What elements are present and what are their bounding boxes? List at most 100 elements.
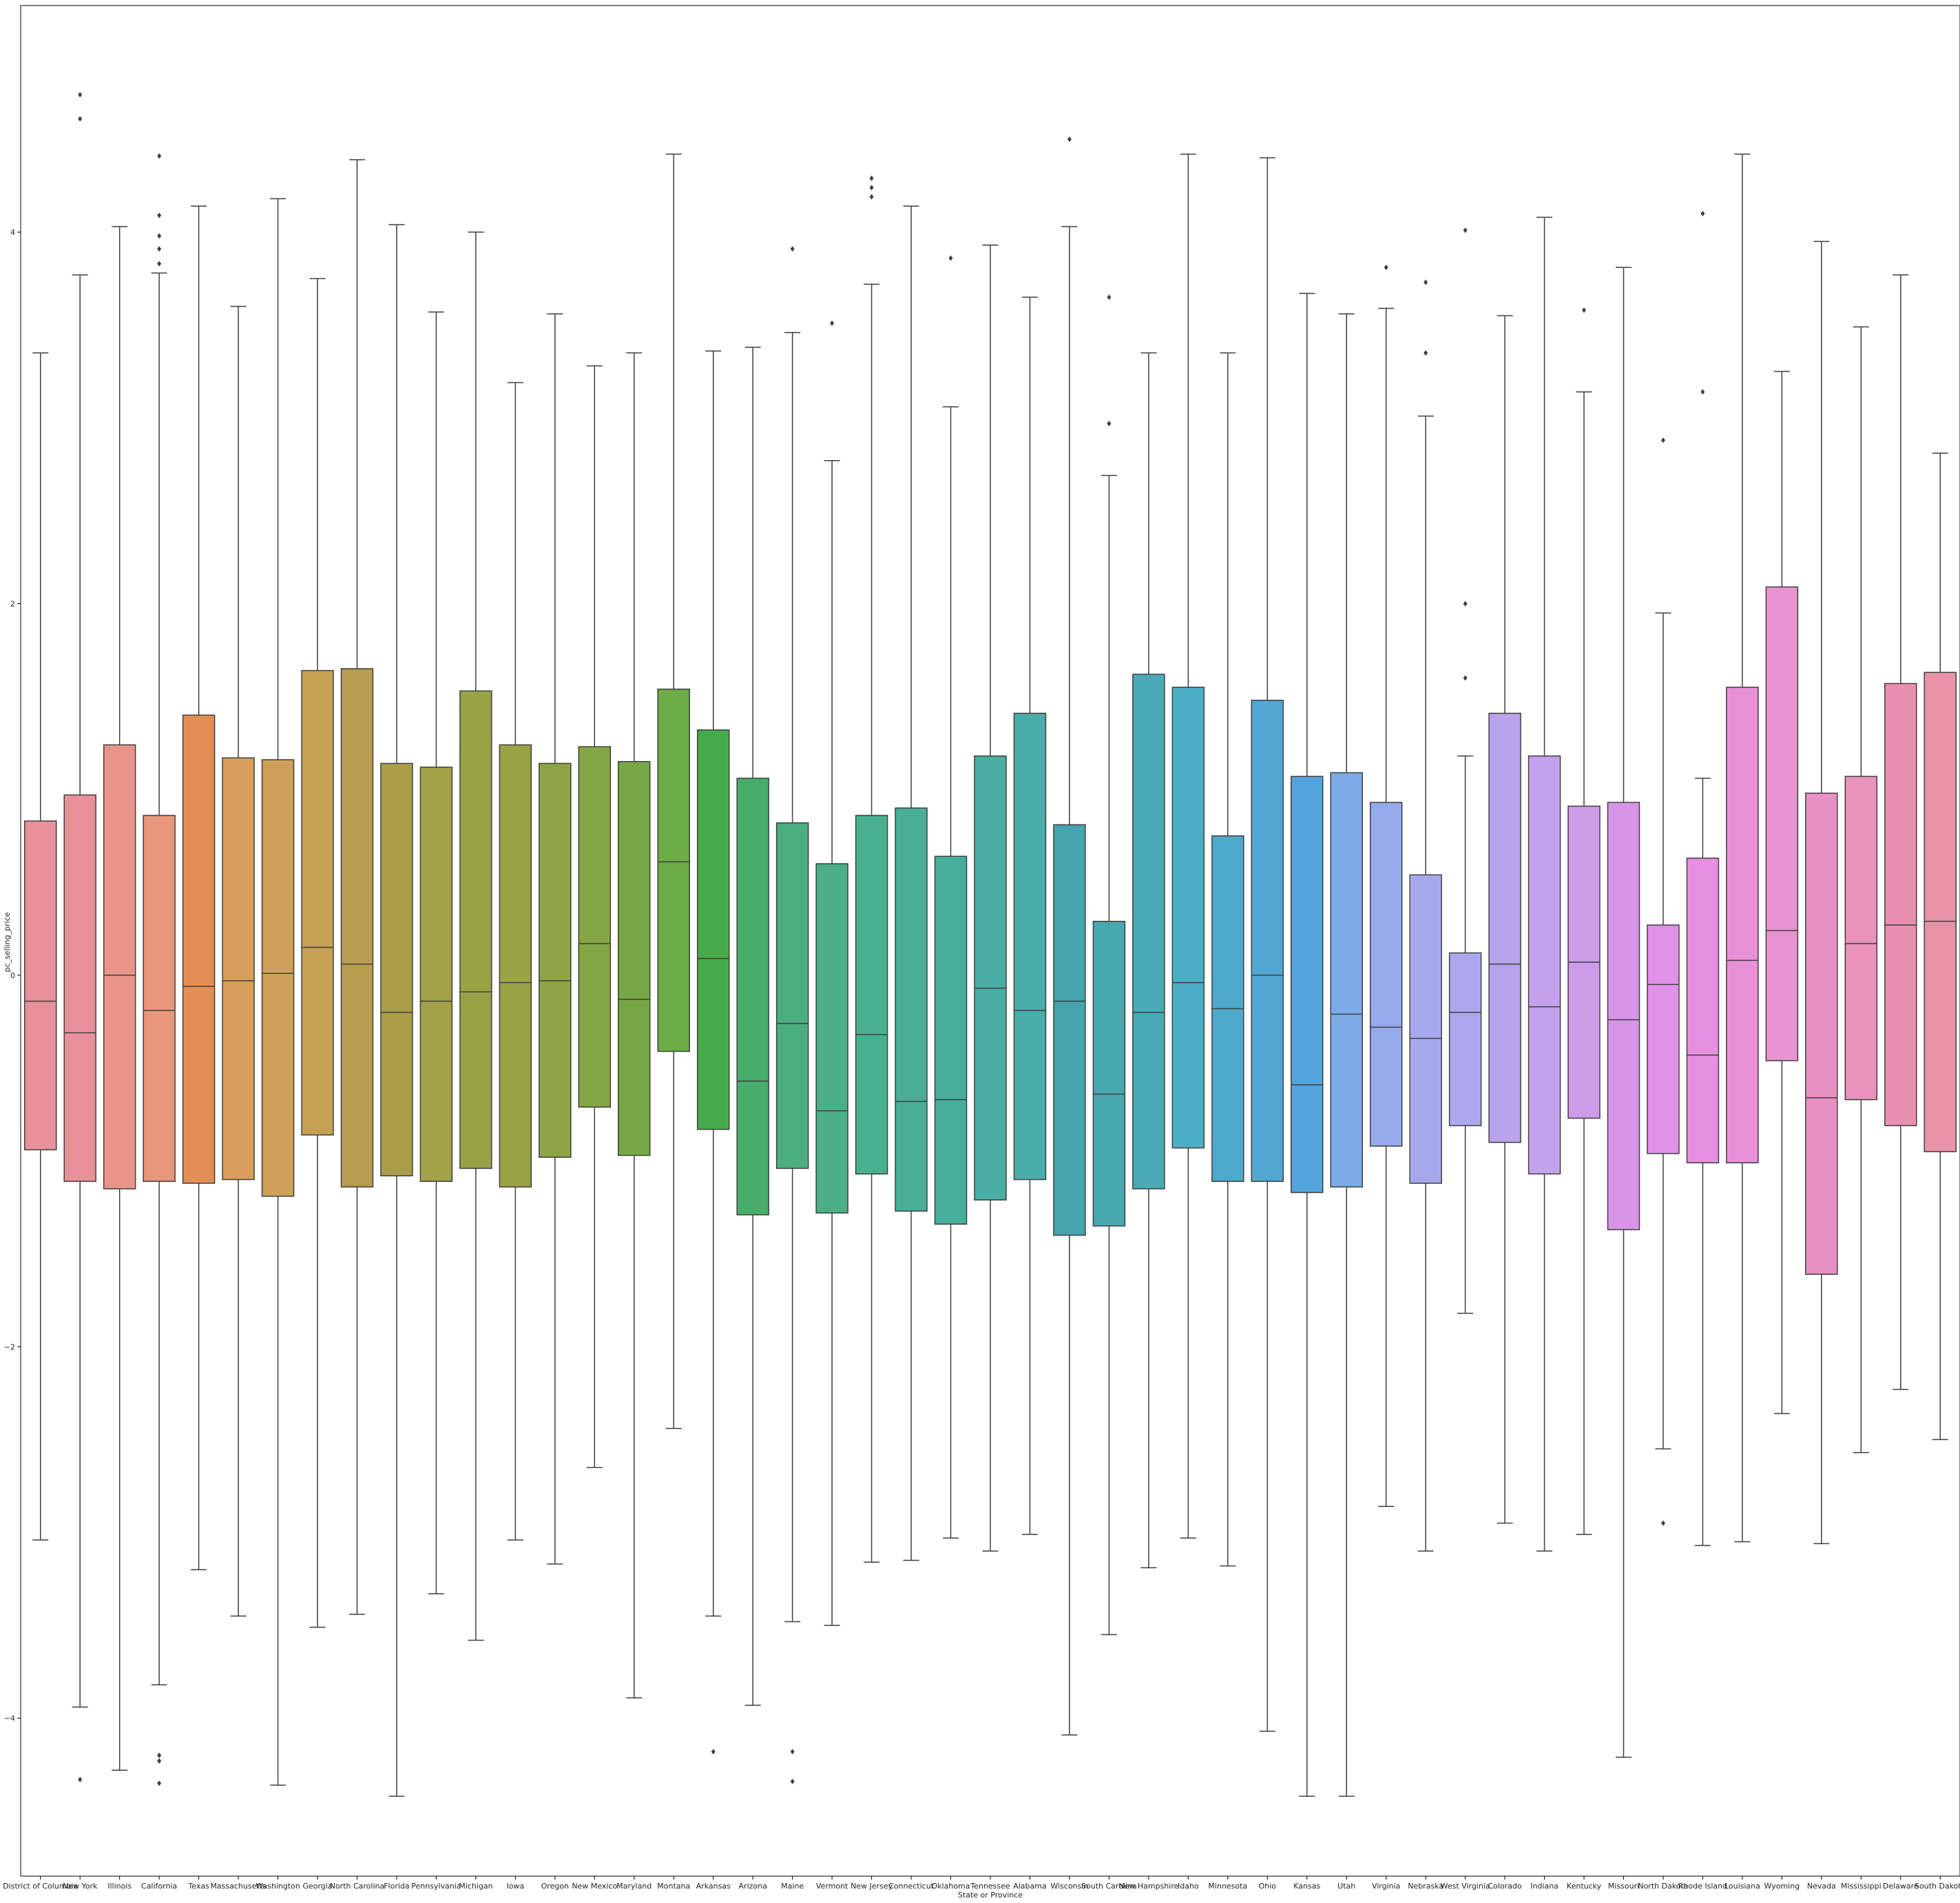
outlier-point [1424, 279, 1428, 285]
iqr-box [1488, 712, 1521, 1143]
x-tick-label: Minnesota [1208, 1882, 1247, 1891]
outlier-point [711, 1749, 716, 1755]
iqr-box [1844, 776, 1878, 1101]
iqr-box [578, 746, 612, 1108]
box-alabama [1013, 296, 1047, 1535]
iqr-box [1330, 772, 1363, 1188]
iqr-box [1647, 924, 1680, 1154]
box-missouri [1607, 267, 1640, 1758]
x-tick-label: Wisconsin [1050, 1882, 1088, 1891]
iqr-box [222, 757, 255, 1181]
x-tick-label: New Jersey [851, 1882, 893, 1891]
x-tick-label: Kansas [1293, 1882, 1320, 1891]
box-pennsylvania [419, 311, 453, 1594]
outlier-point [869, 185, 874, 191]
x-tick-label: Georgia [302, 1882, 332, 1891]
box-wyoming [1765, 371, 1799, 1415]
x-tick-label: Florida [384, 1882, 409, 1891]
outlier-point [1463, 675, 1468, 681]
box-south-dakota [1923, 453, 1957, 1440]
box-new-mexico [578, 365, 612, 1468]
iqr-box [23, 820, 57, 1151]
x-tick-label: North Carolina [330, 1882, 385, 1891]
box-florida [380, 224, 413, 1797]
box-delaware [1884, 274, 1917, 1391]
outlier-point [1660, 1520, 1665, 1526]
x-tick-label: Virginia [1372, 1882, 1400, 1891]
y-tick-label: 2 [10, 599, 15, 608]
box-louisiana [1726, 154, 1759, 1543]
box-georgia [301, 278, 334, 1628]
outlier-point [1582, 307, 1587, 313]
box-kansas [1291, 293, 1324, 1797]
outlier-point [157, 1752, 162, 1758]
box-mississippi [1844, 326, 1878, 1453]
iqr-box [618, 760, 651, 1156]
outlier-point [1463, 601, 1468, 607]
iqr-box [1607, 802, 1640, 1231]
box-kentucky [1567, 307, 1601, 1535]
iqr-box [539, 762, 572, 1158]
x-tick-label: Arizona [739, 1882, 767, 1891]
x-tick-label: New Mexico [572, 1882, 617, 1891]
x-tick-label: Colorado [1488, 1882, 1522, 1891]
box-new-jersey [855, 175, 888, 1563]
x-tick-label: Utah [1337, 1882, 1355, 1891]
x-tick-label: Maine [781, 1882, 804, 1891]
iqr-box [182, 714, 216, 1184]
iqr-box [934, 855, 968, 1225]
x-tick-label: Texas [187, 1882, 209, 1891]
iqr-box [1923, 672, 1957, 1152]
box-idaho [1171, 154, 1205, 1539]
outlier-point [1424, 350, 1428, 356]
x-tick-label: South Carolina [1081, 1882, 1137, 1891]
x-tick-label: Iowa [507, 1882, 525, 1891]
x-tick-label: Louisiana [1724, 1882, 1760, 1891]
box-indiana [1528, 216, 1561, 1552]
outlier-point [1700, 211, 1705, 217]
box-rhode-island [1686, 211, 1720, 1546]
box-north-carolina [340, 159, 374, 1615]
iqr-box [1409, 874, 1442, 1184]
x-tick-label: Oklahoma [932, 1882, 970, 1891]
x-tick-label: Montana [657, 1882, 690, 1891]
x-tick-label: Alabama [1013, 1882, 1047, 1891]
outlier-point [869, 175, 874, 181]
iqr-box [499, 744, 532, 1188]
outlier-point [1107, 420, 1112, 426]
x-tick-label: Massachusetts [210, 1882, 267, 1891]
iqr-box [63, 794, 96, 1183]
iqr-box [736, 778, 769, 1216]
outlier-point [78, 92, 83, 98]
x-tick-label: Nebraska [1408, 1882, 1443, 1891]
box-maine [775, 246, 809, 1785]
box-north-dakota [1647, 437, 1680, 1526]
iqr-box [1726, 687, 1759, 1164]
outlier-point [790, 1749, 795, 1755]
box-maryland [618, 352, 651, 1698]
box-michigan [459, 231, 492, 1641]
x-tick-label: Tennessee [970, 1882, 1010, 1891]
iqr-box [301, 669, 334, 1136]
x-tick-label: District of Columbia [3, 1882, 78, 1891]
x-tick-label: South Dakota [1915, 1882, 1960, 1891]
outlier-point [1384, 264, 1388, 271]
box-california [143, 153, 176, 1787]
box-iowa [499, 382, 532, 1541]
iqr-box [340, 668, 374, 1188]
x-tick-label: Wyoming [1764, 1882, 1800, 1891]
x-tick-label: West Virginia [1441, 1882, 1490, 1891]
y-tick-label: 0 [10, 971, 15, 980]
outlier-point [1463, 227, 1468, 233]
iqr-box [380, 762, 413, 1176]
iqr-box [1251, 699, 1284, 1183]
outlier-point [1700, 389, 1705, 395]
iqr-box [974, 755, 1007, 1200]
box-wisconsin [1053, 136, 1086, 1736]
iqr-box [855, 815, 888, 1175]
x-tick-label: Idaho [1178, 1882, 1199, 1891]
x-tick-label: Pennsylvania [411, 1882, 461, 1891]
box-ohio [1251, 157, 1284, 1732]
x-tick-label: California [141, 1882, 177, 1891]
